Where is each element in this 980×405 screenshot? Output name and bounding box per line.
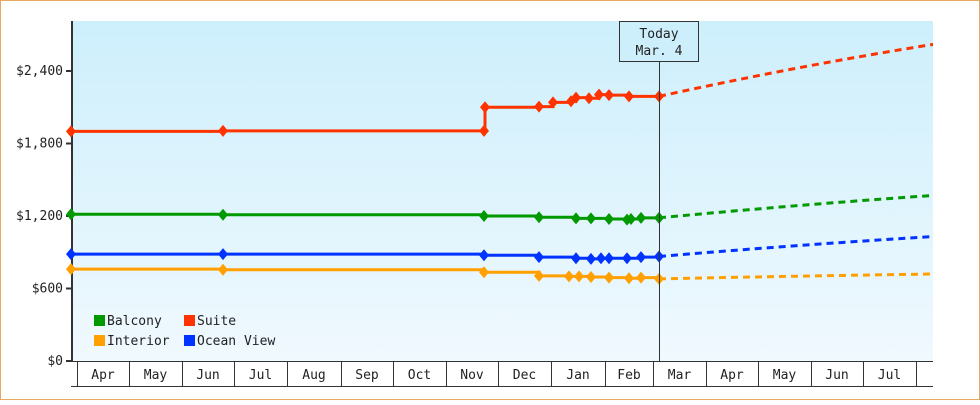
legend-label: Interior <box>107 334 170 349</box>
x-tick-label: May <box>773 368 797 383</box>
y-tick-label: $2,400 <box>16 64 63 79</box>
data-point-marker[interactable] <box>218 208 228 221</box>
x-tick-label: Jul <box>249 368 272 383</box>
data-point-marker[interactable] <box>624 272 634 285</box>
x-tick-label: Dec <box>513 368 536 383</box>
x-tick-label: Jul <box>878 368 901 383</box>
data-point-marker[interactable] <box>571 252 581 265</box>
x-tick-label: Jan <box>566 368 589 383</box>
x-axis: Apr May Jun Jul Aug Sep Oct Nov Dec Jan Feb Mar Apr M… <box>71 361 933 387</box>
x-tick-label: Feb <box>617 368 641 383</box>
data-point-marker[interactable] <box>626 213 636 226</box>
y-tick-label: $1,200 <box>16 209 63 224</box>
data-point-marker[interactable] <box>66 125 76 138</box>
legend-item-balcony[interactable]: Balcony <box>94 314 162 329</box>
data-point-marker[interactable] <box>636 251 646 264</box>
x-tick-label: Aug <box>302 368 325 383</box>
series-balcony <box>66 193 934 226</box>
plot-area <box>72 21 933 361</box>
legend-item-ocean-view[interactable]: Ocean View <box>184 334 275 349</box>
data-point-marker[interactable] <box>218 124 228 137</box>
data-point-marker[interactable] <box>586 212 596 225</box>
series-lines <box>66 42 934 285</box>
data-point-marker[interactable] <box>586 271 596 284</box>
data-point-marker[interactable] <box>571 212 581 225</box>
data-point-marker[interactable] <box>586 252 596 265</box>
legend-label: Balcony <box>107 314 162 329</box>
legend-item-suite[interactable]: Suite <box>184 314 236 329</box>
x-tick-label: Apr <box>91 368 115 383</box>
data-point-marker[interactable] <box>480 101 490 114</box>
data-point-marker[interactable] <box>218 248 228 261</box>
data-point-marker[interactable] <box>534 269 544 282</box>
x-tick-label: Jun <box>196 368 219 383</box>
data-point-marker[interactable] <box>66 208 76 221</box>
legend: Balcony Suite Interior Ocean View <box>94 314 275 349</box>
data-point-marker[interactable] <box>479 249 489 262</box>
series-suite <box>66 42 934 138</box>
x-tick-label: May <box>144 368 168 383</box>
legend-label: Ocean View <box>197 334 275 349</box>
data-point-marker[interactable] <box>479 210 489 222</box>
data-point-marker[interactable] <box>571 91 581 104</box>
x-tick-label: Oct <box>408 368 431 383</box>
data-point-marker[interactable] <box>584 92 594 105</box>
data-point-marker[interactable] <box>479 124 489 137</box>
today-date: Mar. 4 <box>636 44 683 59</box>
series-ocean-view <box>66 235 934 265</box>
data-point-marker[interactable] <box>622 252 632 265</box>
data-point-marker[interactable] <box>564 270 574 283</box>
data-point-marker[interactable] <box>534 211 544 224</box>
data-point-marker[interactable] <box>534 251 544 264</box>
legend-swatch <box>94 315 105 326</box>
data-point-marker[interactable] <box>479 266 489 279</box>
data-point-marker[interactable] <box>596 252 606 265</box>
data-point-marker[interactable] <box>604 271 614 284</box>
legend-swatch <box>94 335 105 346</box>
y-tick-label: $600 <box>32 282 63 297</box>
today-marker: Today Mar. 4 <box>619 21 699 361</box>
y-axis: $0 $600 $1,200 $1,800 $2,400 <box>16 21 73 369</box>
y-tick-label: $0 <box>47 354 63 369</box>
legend-label: Suite <box>197 314 236 329</box>
data-point-marker[interactable] <box>534 100 544 113</box>
x-tick-label: Nov <box>460 368 484 383</box>
data-point-marker[interactable] <box>604 89 614 102</box>
data-point-marker[interactable] <box>574 270 584 283</box>
data-point-marker[interactable] <box>594 88 604 101</box>
legend-swatch <box>184 335 195 346</box>
legend-item-interior[interactable]: Interior <box>94 334 170 349</box>
today-label-box <box>619 21 699 62</box>
today-label: Today <box>639 27 678 42</box>
data-point-marker[interactable] <box>218 263 228 276</box>
data-point-marker[interactable] <box>636 211 646 224</box>
x-tick-label: Mar <box>668 368 692 383</box>
x-tick-label: Apr <box>720 368 744 383</box>
data-point-marker[interactable] <box>548 96 558 109</box>
data-point-marker[interactable] <box>604 213 614 226</box>
y-tick-label: $1,800 <box>16 137 63 152</box>
data-point-marker[interactable] <box>66 248 76 261</box>
data-point-marker[interactable] <box>636 271 646 284</box>
series-interior <box>66 263 934 285</box>
x-tick-label: Jun <box>825 368 848 383</box>
data-point-marker[interactable] <box>66 263 76 276</box>
legend-swatch <box>184 315 195 326</box>
x-tick-label: Sep <box>355 368 379 383</box>
data-point-marker[interactable] <box>624 90 634 103</box>
data-point-marker[interactable] <box>604 252 614 265</box>
